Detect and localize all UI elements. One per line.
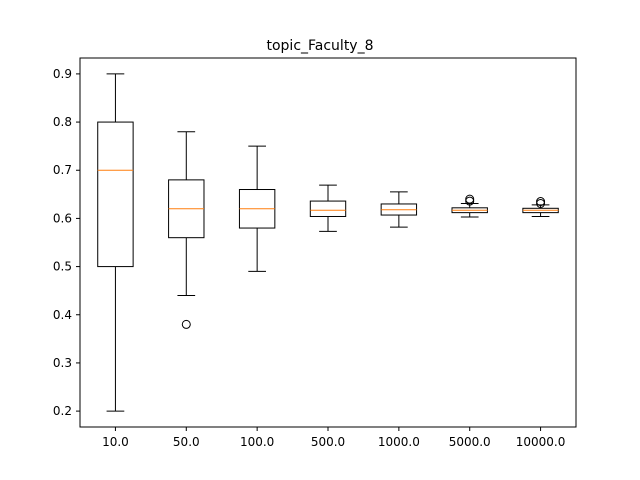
y-tick-label: 0.3	[53, 356, 72, 370]
y-tick-label: 0.4	[53, 308, 72, 322]
x-tick-label: 5000.0	[449, 435, 491, 449]
iqr-box	[97, 121, 134, 268]
box-10.0	[97, 73, 134, 412]
x-tick-label: 1000.0	[378, 435, 420, 449]
outlier-point	[536, 197, 546, 207]
box-500.0	[309, 184, 347, 232]
y-tick-label: 0.9	[53, 67, 72, 81]
chart-title: topic_Faculty_8	[266, 38, 373, 54]
box-10000.0	[522, 197, 559, 217]
iqr-box	[309, 200, 347, 217]
box-100.0	[238, 145, 276, 272]
box-50.0	[168, 131, 205, 329]
x-tick-label: 10.0	[102, 435, 129, 449]
y-tick-label: 0.5	[53, 260, 72, 274]
outlier-point	[181, 319, 191, 329]
box-series	[97, 73, 559, 412]
x-tick-label: 100.0	[240, 435, 274, 449]
outlier-point	[465, 194, 475, 204]
y-tick-label: 0.7	[53, 163, 72, 177]
y-axis: 0.2 0.3 0.4 0.5 0.6 0.7 0.8 0.9	[53, 67, 80, 418]
plot-area	[79, 57, 577, 428]
box-5000.0	[451, 194, 488, 218]
y-tick-label: 0.2	[53, 404, 72, 418]
x-axis: 10.0 50.0 100.0 500.0 1000.0 5000.0 10000.0	[102, 427, 565, 449]
x-tick-label: 10000.0	[516, 435, 566, 449]
y-tick-label: 0.8	[53, 115, 72, 129]
x-tick-label: 500.0	[311, 435, 345, 449]
y-tick-label: 0.6	[53, 211, 72, 225]
box-1000.0	[380, 191, 418, 228]
x-tick-label: 50.0	[173, 435, 200, 449]
